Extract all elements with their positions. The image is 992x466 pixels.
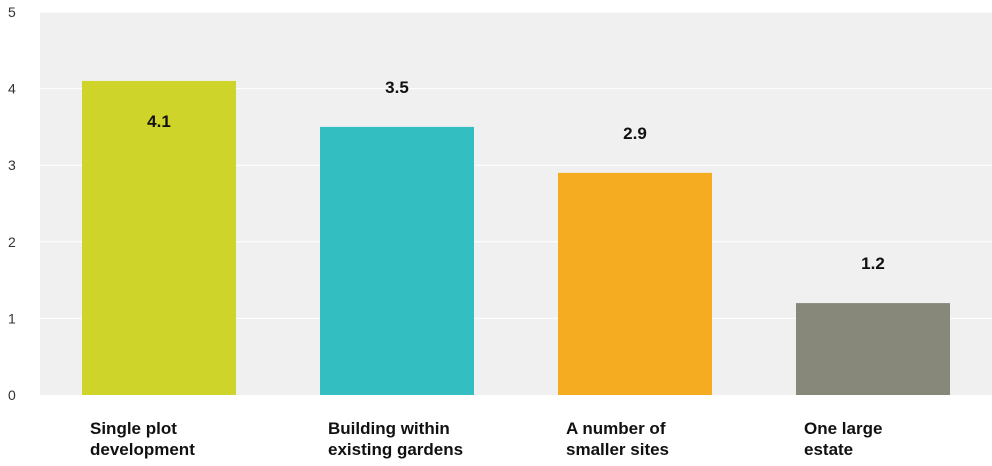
x-category-label: One large estate xyxy=(804,419,883,459)
x-category-label: Building within existing gardens xyxy=(328,419,464,459)
bar xyxy=(558,172,712,395)
bar xyxy=(82,80,236,395)
y-tick-label: 0 xyxy=(8,387,16,403)
bar-value-label: 4.1 xyxy=(147,112,171,131)
bar xyxy=(320,126,474,396)
y-tick-label: 5 xyxy=(8,4,16,20)
y-tick-label: 4 xyxy=(8,81,16,97)
bar-value-label: 1.2 xyxy=(861,254,885,273)
x-category-label: Single plot development xyxy=(90,419,195,459)
x-category-label: A number of smaller sites xyxy=(566,419,670,459)
bar-value-label: 2.9 xyxy=(623,124,647,143)
y-tick-label: 2 xyxy=(8,234,16,250)
y-tick-label: 3 xyxy=(8,157,16,173)
y-tick-label: 1 xyxy=(8,310,16,326)
bar-value-label: 3.5 xyxy=(385,78,409,97)
bar xyxy=(796,303,950,395)
